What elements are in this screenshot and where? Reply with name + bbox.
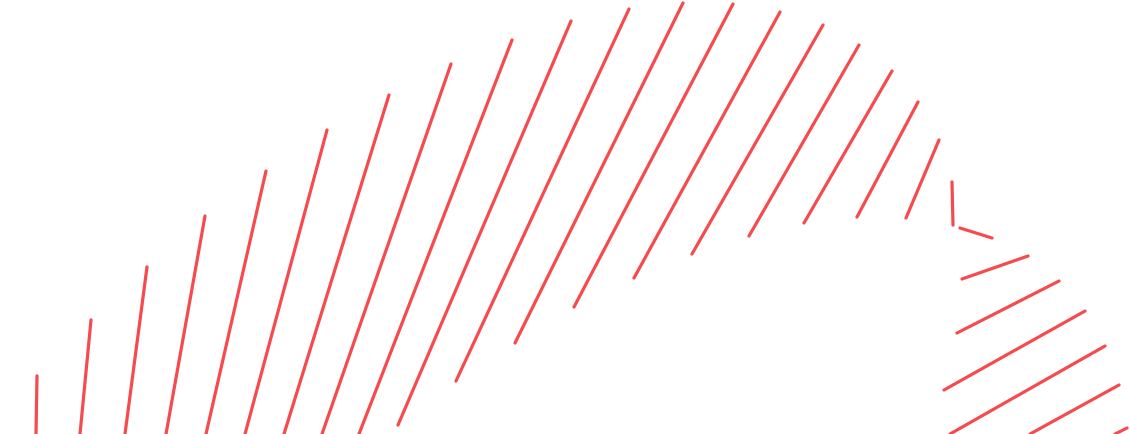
red-line-stroke bbox=[164, 214, 207, 434]
red-line-stroke bbox=[955, 279, 1061, 335]
red-line-stroke bbox=[204, 169, 268, 434]
red-line-stroke bbox=[1028, 383, 1121, 434]
red-line-stroke bbox=[282, 93, 391, 434]
red-line-stroke bbox=[357, 38, 514, 434]
red-line-stroke bbox=[320, 62, 453, 434]
red-line-stroke bbox=[904, 138, 941, 220]
red-line-stroke bbox=[948, 344, 1107, 434]
red-line-stroke bbox=[396, 19, 573, 427]
red-line-stroke bbox=[950, 180, 955, 227]
red-line-stroke bbox=[802, 69, 894, 225]
red-line-stroke bbox=[78, 318, 93, 434]
red-line-stroke bbox=[34, 374, 39, 434]
red-line-stroke bbox=[513, 1, 685, 345]
red-line-stroke bbox=[454, 7, 631, 383]
red-line-stroke bbox=[1113, 426, 1129, 434]
red-line-stroke bbox=[243, 128, 329, 434]
red-line-stroke bbox=[690, 23, 825, 256]
red-line-stroke bbox=[855, 100, 920, 219]
red-line-stroke bbox=[572, 2, 735, 309]
red-line-stroke bbox=[747, 43, 861, 238]
red-line-stroke bbox=[123, 265, 149, 434]
red-line-stroke bbox=[958, 226, 994, 240]
red-line-stroke bbox=[960, 254, 1030, 281]
red-line-stroke bbox=[942, 309, 1087, 392]
red-line-stroke bbox=[632, 10, 782, 280]
